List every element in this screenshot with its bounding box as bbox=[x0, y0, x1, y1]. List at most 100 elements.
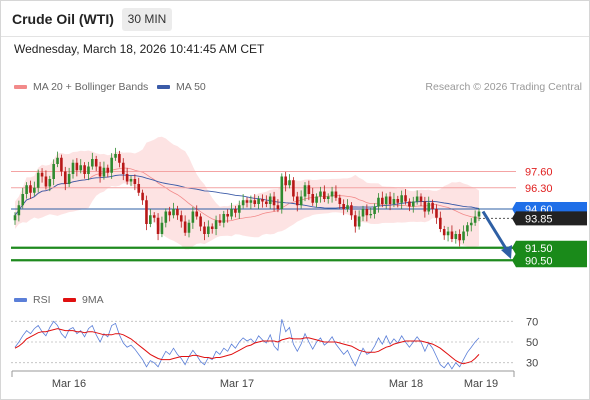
candle-body bbox=[79, 165, 83, 171]
candle-body bbox=[94, 159, 98, 167]
x-axis: Mar 16 Mar 17 Mar 18 Mar 19 bbox=[11, 370, 515, 390]
candle-body bbox=[83, 165, 86, 174]
candle-body bbox=[466, 225, 469, 232]
candle-body bbox=[400, 195, 403, 203]
candle-body bbox=[33, 187, 36, 193]
candle-body bbox=[323, 191, 326, 199]
candle-body bbox=[160, 222, 164, 234]
9ma-swatch-icon bbox=[63, 298, 76, 302]
candle-body bbox=[176, 209, 179, 216]
level-label-91-50: 91.50 bbox=[525, 243, 553, 255]
rsi-9ma-line bbox=[14, 328, 480, 365]
legend-label: RSI bbox=[33, 294, 51, 306]
level-label-box bbox=[512, 240, 587, 255]
level-lines-layer bbox=[11, 171, 516, 262]
candle-body bbox=[152, 215, 156, 218]
candle-body bbox=[315, 196, 318, 203]
candle-body bbox=[284, 176, 287, 186]
candle-body bbox=[191, 211, 195, 223]
ma50-line bbox=[14, 174, 480, 216]
candle-body bbox=[36, 172, 40, 188]
candle-body bbox=[265, 201, 268, 204]
ma20-line bbox=[14, 167, 480, 222]
x-tick-label: Mar 16 bbox=[52, 378, 86, 390]
rsi-tick-label: 70 bbox=[526, 316, 538, 328]
candle-body bbox=[226, 214, 229, 217]
candle-body bbox=[415, 196, 419, 202]
candle-body bbox=[40, 172, 44, 177]
candle-body bbox=[56, 157, 59, 164]
level-label-box bbox=[512, 211, 587, 226]
candle-body bbox=[268, 196, 272, 204]
forecast-arrow-layer bbox=[481, 210, 512, 259]
candle-body bbox=[118, 154, 121, 163]
candle-body bbox=[87, 166, 90, 174]
candle-body bbox=[44, 176, 48, 187]
candle-body bbox=[156, 217, 160, 234]
candle-body bbox=[210, 226, 214, 229]
candle-body bbox=[435, 209, 438, 218]
candle-body bbox=[458, 234, 461, 241]
candle-body bbox=[207, 226, 210, 234]
candle-body bbox=[222, 214, 226, 223]
candle-body bbox=[427, 202, 431, 212]
legend-label: MA 50 bbox=[176, 81, 206, 93]
candle-body bbox=[423, 201, 427, 212]
candle-body bbox=[311, 194, 315, 203]
candle-body bbox=[168, 211, 171, 216]
candle-body bbox=[280, 176, 284, 209]
candle-body bbox=[369, 214, 373, 216]
ma50-swatch-icon bbox=[157, 85, 170, 89]
level-label-94-60: 94.60 bbox=[525, 204, 553, 216]
candle-body bbox=[419, 196, 423, 202]
candle-body bbox=[245, 200, 249, 203]
candle-body bbox=[67, 174, 71, 184]
candle-body bbox=[237, 205, 241, 213]
legend-label: 9MA bbox=[82, 294, 104, 306]
moving-average-layer bbox=[14, 167, 480, 222]
candle-body bbox=[199, 216, 202, 227]
candle-body bbox=[17, 205, 21, 216]
x-tick-label: Mar 19 bbox=[464, 378, 498, 390]
candles-layer bbox=[13, 147, 481, 247]
candle-body bbox=[13, 215, 17, 221]
level-label-96-30: 96.30 bbox=[525, 183, 553, 195]
candle-body bbox=[214, 220, 218, 229]
candle-body bbox=[330, 191, 334, 197]
rsi-swatch-icon bbox=[14, 298, 27, 302]
candle-body bbox=[125, 174, 129, 182]
candle-body bbox=[288, 180, 291, 186]
candle-body bbox=[187, 222, 191, 233]
candle-body bbox=[48, 179, 52, 187]
candle-body bbox=[249, 200, 253, 203]
candle-body bbox=[377, 197, 380, 207]
candle-body bbox=[25, 185, 28, 194]
candle-body bbox=[404, 195, 407, 202]
level-label-93-85: 93.85 bbox=[525, 213, 553, 225]
rsi-tick-label: 50 bbox=[526, 337, 538, 349]
header-divider bbox=[1, 36, 589, 37]
timeframe-badge[interactable]: 30 MIN bbox=[122, 8, 172, 31]
candle-body bbox=[203, 226, 206, 234]
copyright: Research © 2026 Trading Central bbox=[425, 81, 582, 93]
candle-body bbox=[299, 196, 303, 206]
x-tick-label: Mar 18 bbox=[389, 378, 423, 390]
candle-body bbox=[365, 209, 369, 216]
candle-body bbox=[121, 162, 125, 174]
candle-body bbox=[338, 197, 342, 204]
candle-body bbox=[183, 221, 187, 233]
forecast-arrow-shaft bbox=[481, 210, 510, 253]
candle-body bbox=[164, 211, 168, 223]
candle-body bbox=[381, 197, 384, 204]
rsi-line bbox=[14, 319, 480, 370]
candle-body bbox=[473, 216, 477, 223]
candle-body bbox=[91, 159, 94, 167]
candle-body bbox=[388, 196, 392, 204]
candle-body bbox=[141, 192, 144, 201]
candle-body bbox=[179, 215, 183, 222]
instrument-title: Crude Oil (WTI) bbox=[12, 11, 114, 27]
candle-body bbox=[442, 229, 446, 236]
